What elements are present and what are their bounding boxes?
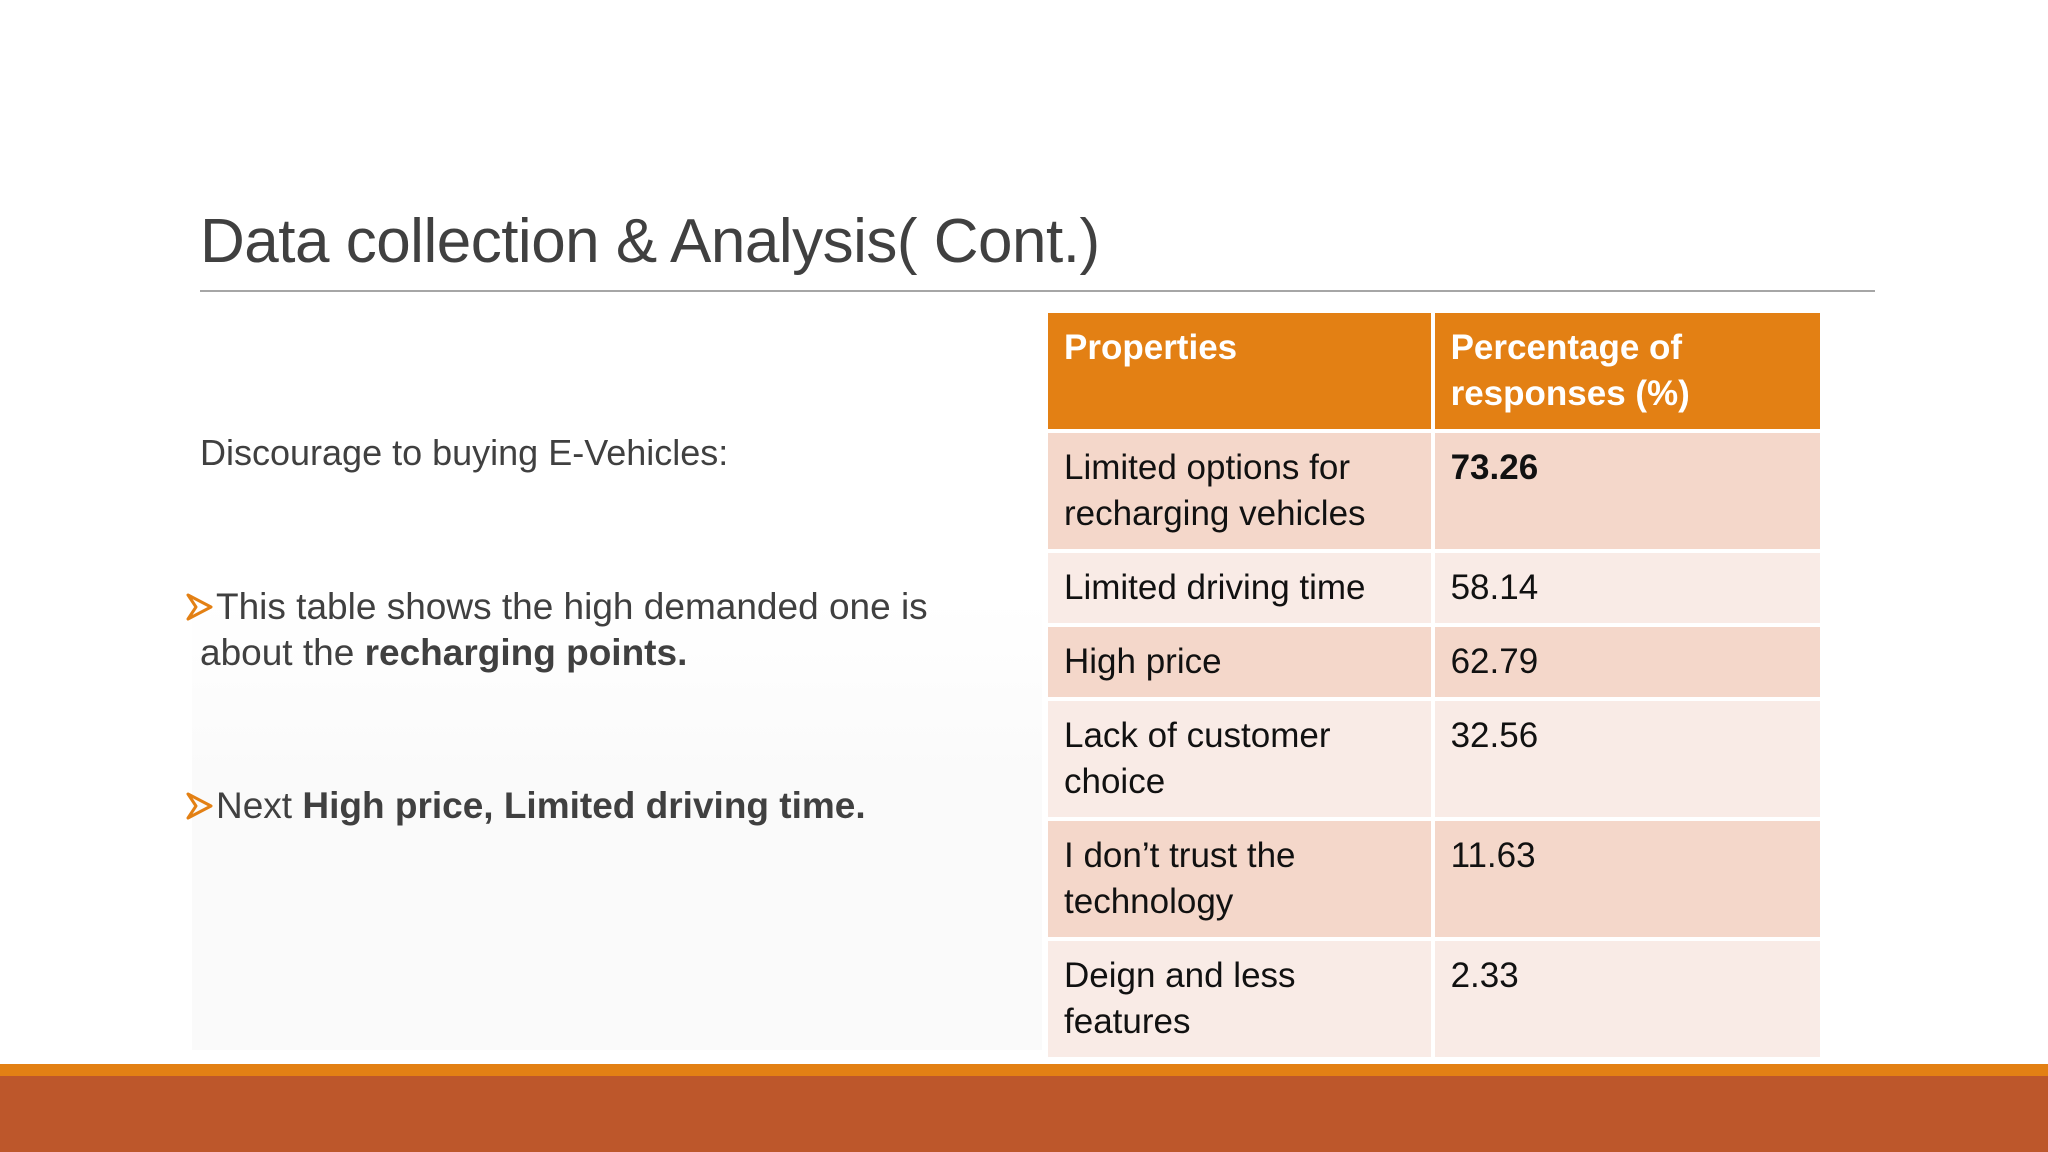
table-row: I don’t trust the technology 11.63: [1044, 817, 1825, 941]
table-row: Deign and less features 2.33: [1044, 937, 1825, 1061]
bullet-recharging: This table shows the high demanded one i…: [186, 584, 1016, 676]
slide-title: Data collection & Analysis( Cont.): [200, 207, 1100, 276]
arrow-bullet-icon: [186, 587, 214, 621]
table-row: High price 62.79: [1044, 623, 1825, 701]
property-cell: High price: [1044, 623, 1435, 701]
subheading: Discourage to buying E-Vehicles:: [200, 432, 729, 473]
percentage-cell: 62.79: [1430, 623, 1825, 701]
bullet-1-bold: recharging points.: [364, 632, 688, 673]
percentage-cell: 11.63: [1430, 817, 1825, 941]
background-shade: [192, 600, 1042, 1050]
percentage-cell: 58.14: [1430, 549, 1825, 627]
table-row: Limited options for recharging vehicles …: [1044, 429, 1825, 553]
footer-bar: [0, 1076, 2048, 1152]
header-percentage: Percentage of responses (%): [1430, 309, 1825, 433]
header-properties: Properties: [1044, 309, 1435, 433]
property-cell: I don’t trust the technology: [1044, 817, 1435, 941]
property-cell: Limited options for recharging vehicles: [1044, 429, 1435, 553]
percentage-cell: 32.56: [1430, 697, 1825, 821]
percentage-cell: 2.33: [1430, 937, 1825, 1061]
bullet-1-line2: about the recharging points.: [186, 630, 1016, 676]
property-cell: Lack of customer choice: [1044, 697, 1435, 821]
bullet-1-text: This table shows the high demanded one i…: [216, 586, 928, 627]
arrow-bullet-icon: [186, 786, 214, 820]
bullet-2-bold: High price, Limited driving time.: [302, 785, 866, 826]
percentage-cell: 73.26: [1430, 429, 1825, 553]
title-divider: [200, 290, 1875, 292]
property-cell: Deign and less features: [1044, 937, 1435, 1061]
bullet-1-line2-text: about the: [200, 632, 365, 673]
property-cell: Limited driving time: [1044, 549, 1435, 627]
bullet-next: Next High price, Limited driving time.: [186, 783, 1016, 829]
footer-accent-bar: [0, 1064, 2048, 1076]
table-row: Limited driving time 58.14: [1044, 549, 1825, 627]
responses-table: Properties Percentage of responses (%) L…: [1044, 309, 1825, 1061]
table-row: Lack of customer choice 32.56: [1044, 697, 1825, 821]
bullet-2-text: Next: [216, 785, 303, 826]
table-header-row: Properties Percentage of responses (%): [1044, 309, 1825, 433]
